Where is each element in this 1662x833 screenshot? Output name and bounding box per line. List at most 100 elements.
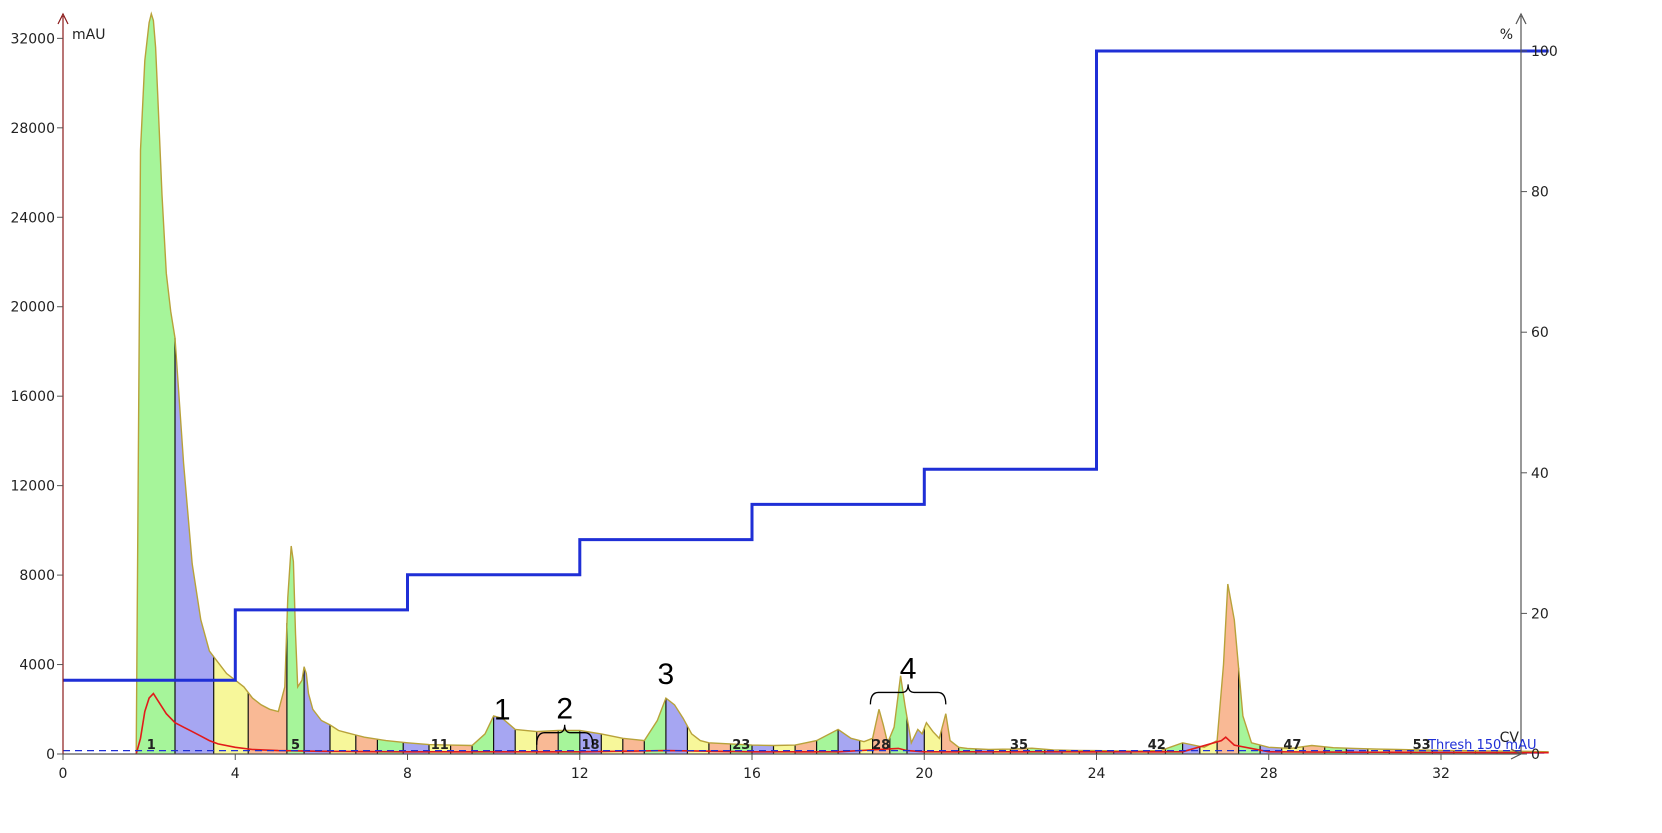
fraction-label: 28 xyxy=(872,738,890,753)
fraction-fill xyxy=(622,16,645,754)
fraction-fill xyxy=(355,16,378,754)
y-left-tick-label: 8000 xyxy=(19,568,55,584)
fraction-fill xyxy=(429,16,451,754)
fraction-label: 11 xyxy=(431,738,449,753)
fraction-fill xyxy=(1027,16,1045,754)
fraction-fill xyxy=(975,16,994,754)
fraction-fill xyxy=(1453,16,1476,754)
y-left-axis-arrow xyxy=(57,12,69,25)
annotation-label: 3 xyxy=(658,658,675,691)
fraction-fill xyxy=(213,16,249,754)
fraction-fill xyxy=(1432,16,1454,754)
fraction-label: 53 xyxy=(1413,738,1431,753)
fraction-fill xyxy=(248,16,287,754)
x-tick-label: 0 xyxy=(59,766,68,782)
x-tick-label: 12 xyxy=(571,766,589,782)
fraction-fill xyxy=(330,16,356,754)
annotation-label: 2 xyxy=(556,693,573,726)
fraction-fill xyxy=(1518,16,1545,754)
fraction-fill xyxy=(924,16,942,754)
fraction-fill xyxy=(1346,16,1368,754)
fraction-fill xyxy=(1238,16,1261,754)
fraction-fill xyxy=(958,16,976,754)
y-left-tick-label: 32000 xyxy=(10,31,55,47)
fraction-fill xyxy=(1475,16,1497,754)
x-tick-label: 16 xyxy=(743,766,761,782)
x-tick-label: 4 xyxy=(231,766,240,782)
fraction-fill xyxy=(941,16,959,754)
y-right-tick-label: 100 xyxy=(1531,44,1558,60)
fraction-fill xyxy=(1148,16,1166,754)
y-right-tick-label: 20 xyxy=(1531,606,1549,622)
fraction-fill xyxy=(872,16,890,754)
y-right-axis-ticks: 0 20 40 60 80 100 xyxy=(1521,44,1558,763)
fraction-fill xyxy=(687,16,709,754)
fraction-fill xyxy=(601,16,623,754)
fraction-fill xyxy=(730,16,752,754)
fraction-fill xyxy=(515,16,537,754)
fraction-fill xyxy=(450,16,473,754)
y-left-tick-label: 12000 xyxy=(10,479,55,495)
fraction-fill xyxy=(1281,16,1304,754)
fraction-fill xyxy=(1389,16,1411,754)
x-tick-label: 8 xyxy=(403,766,412,782)
x-tick-label: 24 xyxy=(1088,766,1106,782)
fraction-fill xyxy=(1096,16,1114,754)
y-left-axis-ticks: 0 4000 8000 12000 16000 20000 24000 28000 32000 xyxy=(10,31,63,763)
annotation-label: 1 xyxy=(494,694,511,727)
fraction-fill xyxy=(1410,16,1433,754)
secondary-signal-line xyxy=(135,692,1549,755)
fraction-fill xyxy=(838,16,860,754)
fraction-dividers xyxy=(174,338,1520,754)
fraction-fill xyxy=(1303,16,1325,754)
fraction-fill xyxy=(907,16,925,754)
fraction-fill xyxy=(1062,16,1080,754)
fraction-fill xyxy=(644,16,666,754)
fraction-fill xyxy=(558,16,580,754)
fraction-fill xyxy=(536,16,559,754)
axes: 0 4 8 12 16 20 24 28 32 040008000120001600020000… xyxy=(10,12,1558,782)
fraction-fill xyxy=(1010,16,1028,754)
fraction-fill xyxy=(377,16,404,754)
fraction-fill xyxy=(579,16,602,754)
annotation-bracket xyxy=(536,724,594,745)
y-left-unit-label: mAU xyxy=(72,27,105,43)
fraction-label: 42 xyxy=(1148,738,1166,753)
gradient-percent-line xyxy=(63,49,1549,682)
fraction-fill xyxy=(1367,16,1390,754)
y-left-tick-label: 0 xyxy=(46,747,55,763)
fraction-fill xyxy=(795,16,817,754)
y-right-unit-label: % xyxy=(1500,27,1513,43)
fraction-fill xyxy=(889,16,907,754)
fraction-fill xyxy=(472,16,494,754)
fraction-label: 18 xyxy=(581,738,599,753)
fraction-fill xyxy=(773,16,795,754)
fraction-fill xyxy=(993,16,1011,754)
y-left-tick-label: 16000 xyxy=(10,389,55,405)
fraction-label: 47 xyxy=(1283,738,1301,753)
fraction-fill xyxy=(304,16,330,754)
fraction-fill xyxy=(665,16,688,754)
fraction-fill xyxy=(1131,16,1149,754)
fraction-label: 23 xyxy=(732,738,750,753)
y-left-tick-label: 24000 xyxy=(10,210,55,226)
fraction-fills xyxy=(136,16,1545,754)
fraction-labels: 1 5 11 18 23 28 35 42 47 53 xyxy=(147,738,1431,753)
y-right-tick-label: 0 xyxy=(1531,747,1540,763)
fraction-fill xyxy=(1497,16,1519,754)
fraction-fill xyxy=(1217,16,1239,754)
x-axis-ticks: 0 4 8 12 16 20 24 28 32 xyxy=(59,754,1450,782)
fraction-fill xyxy=(1182,16,1200,754)
x-unit-label: CV xyxy=(1500,730,1520,746)
peak-annotations: 1 2 3 4 xyxy=(494,652,947,745)
y-left-tick-label: 20000 xyxy=(10,300,55,316)
fraction-fill xyxy=(493,16,516,754)
fraction-fill xyxy=(1113,16,1131,754)
uv-absorbance-line xyxy=(135,11,1549,755)
fraction-fill xyxy=(1324,16,1347,754)
fraction-fill xyxy=(859,16,873,754)
y-right-tick-label: 80 xyxy=(1531,185,1549,201)
fraction-fill xyxy=(1260,16,1282,754)
fraction-fill xyxy=(1079,16,1097,754)
